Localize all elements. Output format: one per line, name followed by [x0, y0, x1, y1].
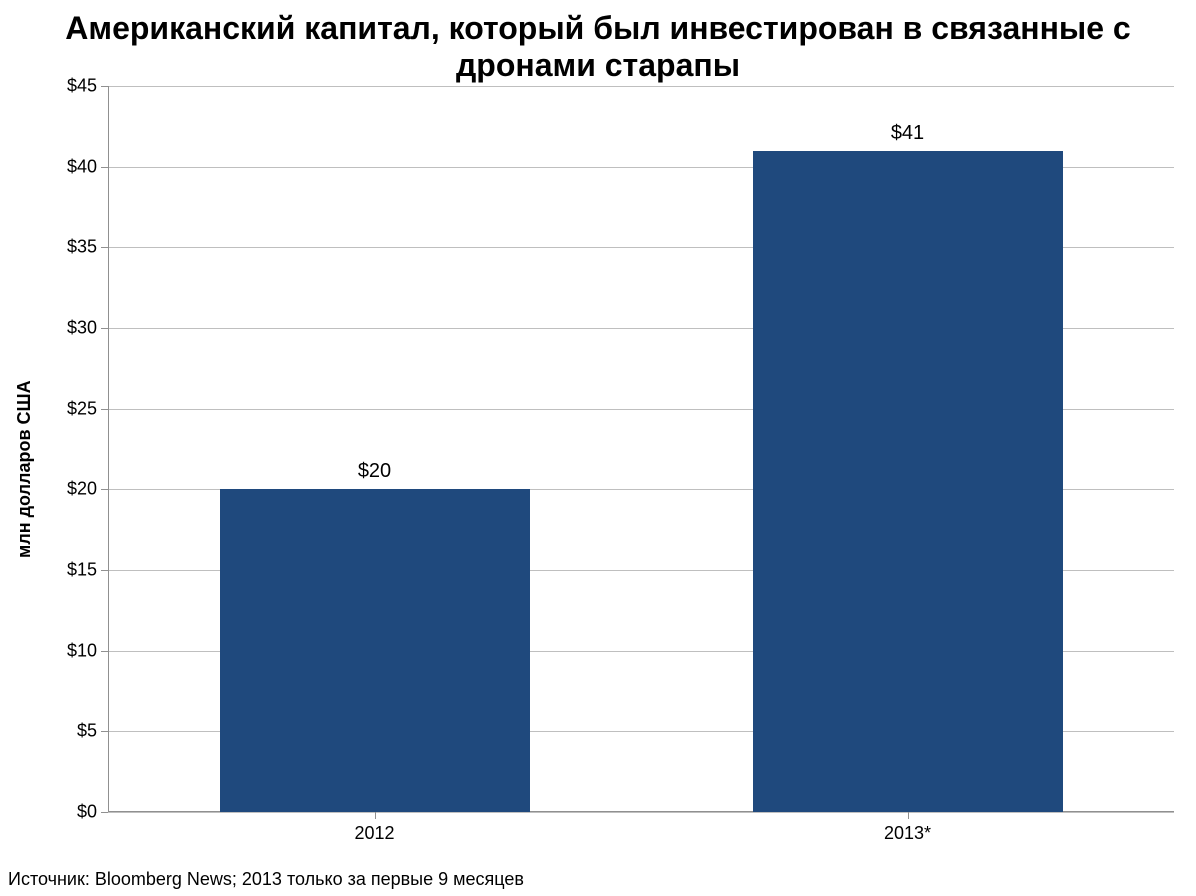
y-tick-label: $40	[37, 156, 97, 177]
y-tick-mark	[101, 409, 108, 410]
y-tick-label: $25	[37, 398, 97, 419]
bar-value-label: $41	[891, 122, 924, 145]
y-tick-label: $20	[37, 479, 97, 500]
y-tick-mark	[101, 731, 108, 732]
bar	[220, 489, 530, 812]
y-tick-mark	[101, 328, 108, 329]
bar	[753, 151, 1063, 812]
x-tick-mark	[375, 812, 376, 819]
grid-line	[108, 812, 1174, 813]
y-tick-mark	[101, 570, 108, 571]
plot-area: $0$5$10$15$20$25$30$35$40$45$202012$4120…	[108, 86, 1174, 812]
chart-container: Американский капитал, который был инвест…	[0, 0, 1196, 896]
y-axis-label: млн долларов США	[14, 380, 35, 558]
x-tick-mark	[908, 812, 909, 819]
x-tick-label: 2012	[354, 823, 394, 844]
grid-line	[108, 86, 1174, 87]
chart-title: Американский капитал, который был инвест…	[48, 10, 1148, 84]
y-tick-label: $15	[37, 560, 97, 581]
y-tick-mark	[101, 489, 108, 490]
y-tick-mark	[101, 651, 108, 652]
bar-value-label: $20	[358, 460, 391, 483]
y-tick-label: $10	[37, 640, 97, 661]
x-tick-label: 2013*	[884, 823, 931, 844]
y-axis-line	[108, 86, 109, 812]
y-tick-label: $30	[37, 318, 97, 339]
source-text: Источник: Bloomberg News; 2013 только за…	[8, 869, 524, 890]
y-tick-label: $5	[37, 721, 97, 742]
y-tick-label: $0	[37, 802, 97, 823]
y-tick-mark	[101, 812, 108, 813]
y-tick-mark	[101, 247, 108, 248]
y-tick-mark	[101, 167, 108, 168]
y-tick-mark	[101, 86, 108, 87]
y-tick-label: $35	[37, 237, 97, 258]
